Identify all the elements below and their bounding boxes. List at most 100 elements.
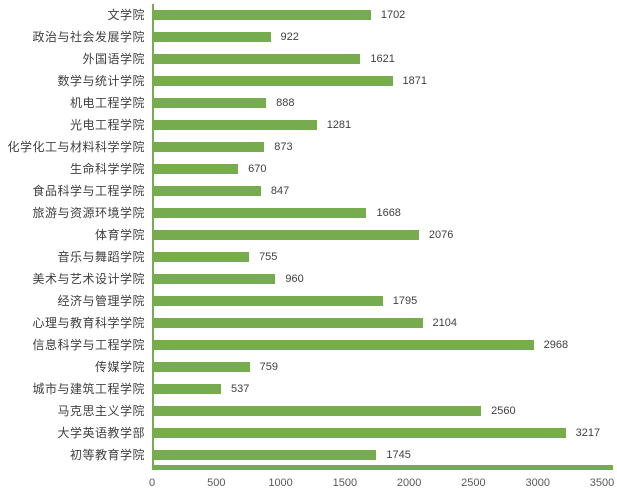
bar-row: 传媒学院 759 xyxy=(0,356,617,378)
bar xyxy=(152,32,271,42)
x-tick-label: 3500 xyxy=(589,477,615,489)
value-label: 1621 xyxy=(370,52,395,65)
category-label: 生命科学学院 xyxy=(69,162,145,176)
bar xyxy=(152,98,267,108)
value-label: 670 xyxy=(248,162,267,175)
bar xyxy=(152,76,393,86)
bar-row: 政治与社会发展学院 922 xyxy=(0,26,617,48)
bar-row: 信息科学与工程学院 2968 xyxy=(0,334,617,356)
value-label: 1795 xyxy=(392,294,418,307)
bar-row: 光电工程学院 1281 xyxy=(0,114,617,136)
x-tick-label: 500 xyxy=(207,477,226,489)
bar xyxy=(152,142,265,152)
bar-track: 759 xyxy=(152,356,617,378)
bar-row: 旅游与资源环境学院 1668 xyxy=(0,202,617,224)
category-label: 食品科学与工程学院 xyxy=(32,184,145,198)
value-label: 759 xyxy=(259,360,278,373)
x-tick-label: 1500 xyxy=(332,477,358,489)
category-label: 信息科学与工程学院 xyxy=(32,338,145,352)
bar-track: 960 xyxy=(152,268,617,290)
category-label: 心理与教育科学学院 xyxy=(32,316,145,330)
x-tick-label: 3000 xyxy=(525,477,550,489)
value-label: 1668 xyxy=(376,206,401,219)
bar-row: 体育学院 2076 xyxy=(0,224,617,246)
category-label: 旅游与资源环境学院 xyxy=(32,206,145,220)
bar-track: 670 xyxy=(152,158,617,180)
bar-track: 2968 xyxy=(152,334,617,356)
category-label: 政治与社会发展学院 xyxy=(32,30,145,44)
category-label: 数学与统计学院 xyxy=(57,74,145,88)
x-tick-label: 0 xyxy=(148,477,156,489)
x-axis-line xyxy=(152,465,613,470)
value-label: 2968 xyxy=(543,338,569,351)
value-label: 2076 xyxy=(428,228,454,241)
bar-row: 大学英语教学部 3217 xyxy=(0,422,617,444)
category-label: 大学英语教学部 xyxy=(57,426,145,440)
value-label: 1871 xyxy=(402,74,428,87)
bar xyxy=(152,230,419,240)
category-label: 初等教育学院 xyxy=(69,448,145,462)
value-label: 2560 xyxy=(491,404,516,417)
bar-row: 外国语学院 1621 xyxy=(0,48,617,70)
bar-row: 经济与管理学院 1795 xyxy=(0,290,617,312)
bar-row: 美术与艺术设计学院 960 xyxy=(0,268,617,290)
value-label: 1745 xyxy=(386,448,411,461)
x-tick-label: 2000 xyxy=(396,477,422,489)
bar-track: 2104 xyxy=(152,312,617,334)
bar-row: 城市与建筑工程学院 537 xyxy=(0,378,617,400)
bar-track: 2560 xyxy=(152,400,617,422)
bar-track: 1668 xyxy=(152,202,617,224)
category-label: 文学院 xyxy=(107,8,145,22)
value-label: 847 xyxy=(270,184,290,197)
bar-track: 1871 xyxy=(152,70,617,92)
bar xyxy=(152,120,317,130)
bar xyxy=(152,384,222,394)
bar xyxy=(152,164,239,174)
bar-track: 755 xyxy=(152,246,617,268)
bar-track: 1702 xyxy=(152,4,617,26)
bar-row: 化学化工与材料科学学院 873 xyxy=(0,136,617,158)
category-label: 传媒学院 xyxy=(94,360,145,374)
bar-track: 847 xyxy=(152,180,617,202)
bar xyxy=(152,54,361,64)
value-label: 755 xyxy=(259,250,278,263)
bar-track: 3217 xyxy=(152,422,617,444)
bar xyxy=(152,296,383,306)
bar-row: 音乐与舞蹈学院 755 xyxy=(0,246,617,268)
category-label: 机电工程学院 xyxy=(69,96,145,110)
bar-track: 873 xyxy=(152,136,617,158)
value-label: 3217 xyxy=(575,426,601,439)
category-label: 美术与艺术设计学院 xyxy=(32,272,145,286)
bar-row: 心理与教育科学学院 2104 xyxy=(0,312,617,334)
bar xyxy=(152,274,276,284)
value-label: 888 xyxy=(276,96,295,109)
bar xyxy=(152,406,482,416)
bar-row: 机电工程学院 888 xyxy=(0,92,617,114)
bar-row: 马克思主义学院 2560 xyxy=(0,400,617,422)
x-tick-label: 1000 xyxy=(268,477,293,489)
category-label: 体育学院 xyxy=(94,228,145,242)
value-label: 1702 xyxy=(380,8,406,21)
category-label: 城市与建筑工程学院 xyxy=(32,382,145,396)
bar-track: 1281 xyxy=(152,114,617,136)
bar-row: 初等教育学院 1745 xyxy=(0,444,617,466)
bar-track: 1795 xyxy=(152,290,617,312)
bar-row: 食品科学与工程学院 847 xyxy=(0,180,617,202)
plot-area: 文学院 1702 政治与社会发展学院 922 外国语学院 1621 数学与统计学院 1871 机… xyxy=(0,4,617,466)
value-label: 537 xyxy=(231,382,250,395)
category-label: 光电工程学院 xyxy=(69,118,145,132)
value-label: 2104 xyxy=(432,316,457,329)
category-label: 经济与管理学院 xyxy=(57,294,145,308)
bar xyxy=(152,208,367,218)
bar xyxy=(152,186,261,196)
bar-row: 数学与统计学院 1871 xyxy=(0,70,617,92)
value-label: 1281 xyxy=(326,118,352,131)
category-label: 马克思主义学院 xyxy=(57,404,145,418)
bar-track: 2076 xyxy=(152,224,617,246)
value-label: 960 xyxy=(285,272,304,285)
bar xyxy=(152,428,566,438)
bar xyxy=(152,362,250,372)
bar-track: 1621 xyxy=(152,48,617,70)
category-label: 外国语学院 xyxy=(82,52,145,66)
